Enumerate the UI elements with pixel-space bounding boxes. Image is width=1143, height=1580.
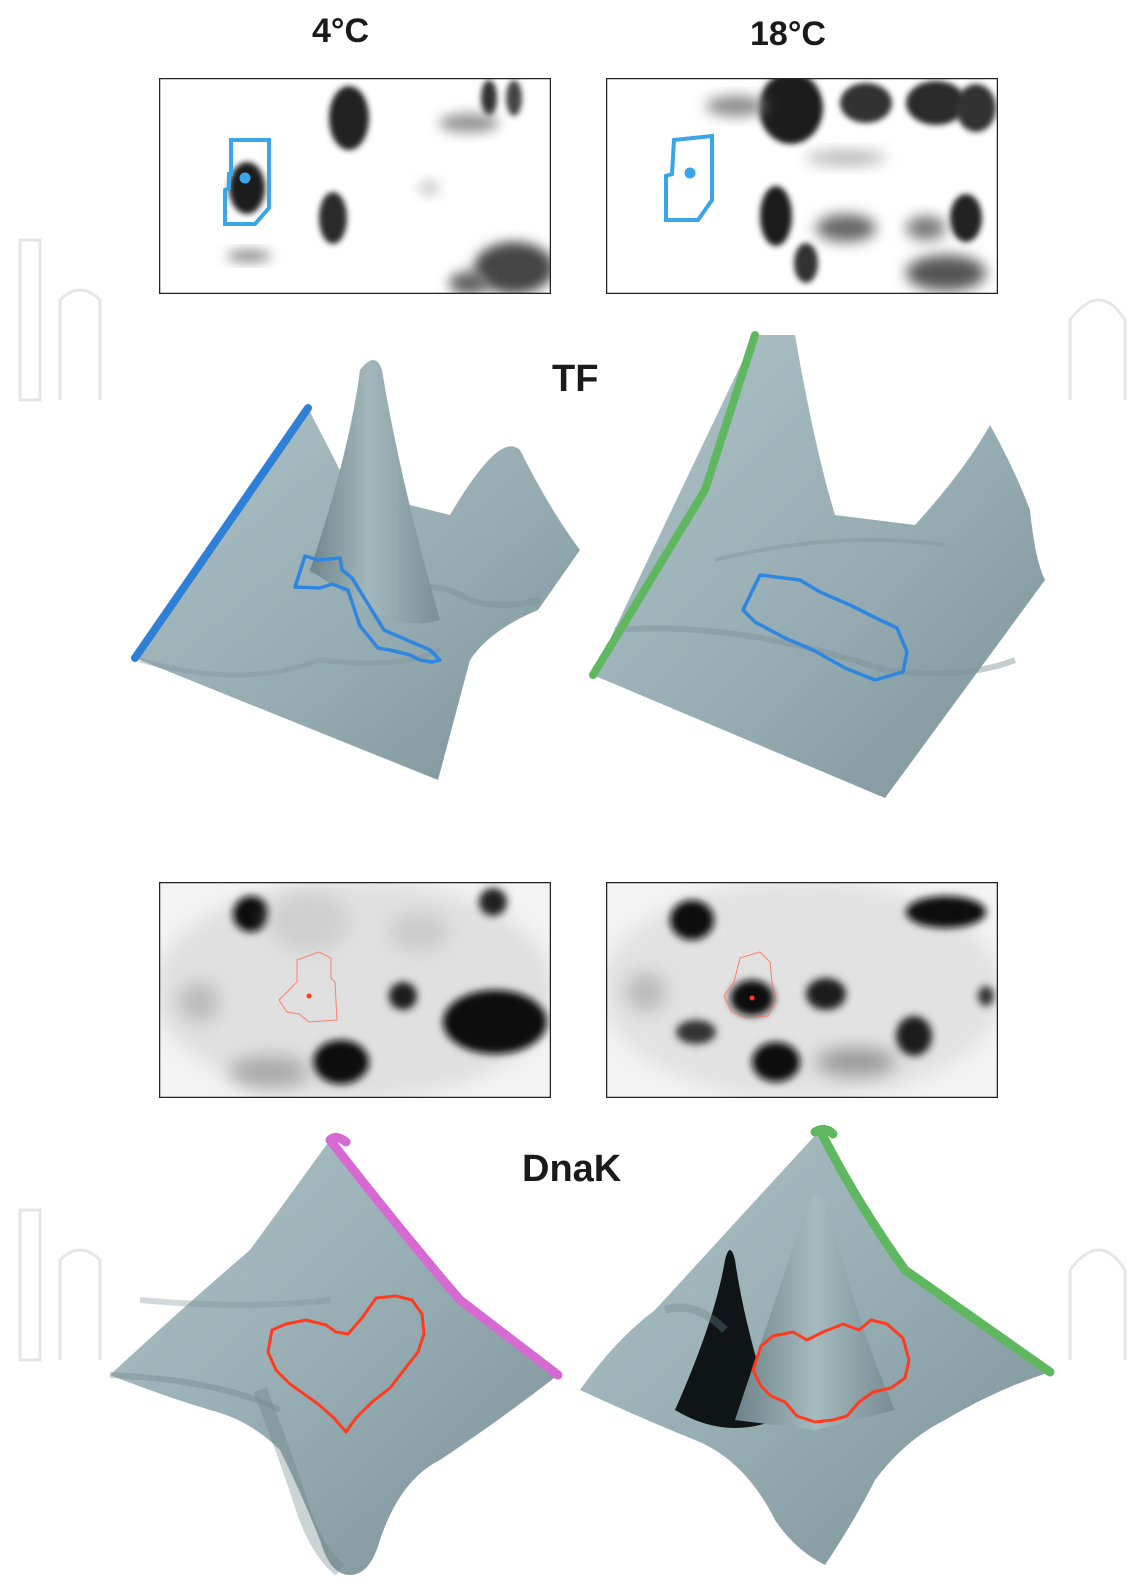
surface-plot-dnak-4c [109,1132,563,1576]
gel-image-dnak-18c [606,882,998,1098]
gel-image-tf-18c [606,78,998,294]
surface-plot-dnak-18c [580,1124,1055,1565]
surface-plot-tf-4c [131,360,580,780]
protein-label-dnak: DnaK [522,1148,622,1190]
surface-plot-tf-18c [589,331,1045,798]
protein-label-tf: TF [552,358,599,400]
column-header-18c: 18°C [750,15,826,53]
gel-image-tf-4c [159,78,551,294]
column-header-4c: 4°C [312,12,370,50]
gel-image-dnak-4c [159,882,551,1098]
